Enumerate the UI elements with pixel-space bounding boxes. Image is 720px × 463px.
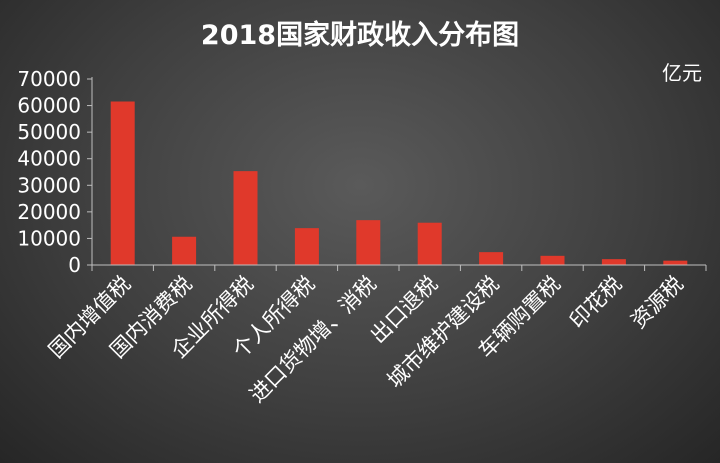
x-axis: 国内增值税国内消费税企业所得税个人所得税进口货物增、消税出口退税城市维护建设税车… (44, 264, 707, 407)
category-label: 印花税 (565, 272, 627, 334)
bar-3 (233, 171, 258, 265)
y-tick-label: 70000 (17, 67, 81, 91)
bars (110, 101, 688, 265)
bar-4 (294, 228, 319, 265)
bar-9 (601, 259, 626, 265)
bar-10 (663, 260, 688, 265)
bar-5 (356, 220, 381, 265)
y-tick-label: 60000 (17, 94, 81, 118)
y-tick-label: 50000 (17, 120, 81, 144)
category-label: 资源税 (626, 272, 688, 334)
bar-7 (479, 252, 504, 265)
unit-label: 亿元 (662, 61, 702, 85)
chart-title: 2018国家财政收入分布图 (201, 19, 519, 51)
bar-2 (172, 236, 197, 265)
y-tick-label: 20000 (17, 200, 81, 224)
y-tick-label: 40000 (17, 147, 81, 171)
bar-8 (540, 255, 565, 265)
y-tick-label: 0 (68, 253, 81, 277)
category-label: 城市维护建设税 (383, 272, 504, 393)
y-tick-label: 10000 (17, 226, 81, 250)
bar-6 (417, 222, 442, 265)
y-tick-label: 30000 (17, 173, 81, 197)
bar-1 (110, 101, 135, 265)
